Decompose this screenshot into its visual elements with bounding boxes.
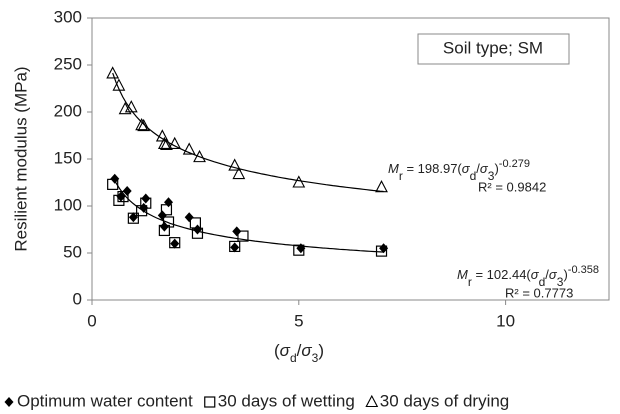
text-part: (	[274, 341, 280, 360]
point	[157, 136, 171, 150]
text-part: σ	[301, 341, 312, 360]
point	[162, 216, 175, 228]
y-tick-label: 300	[54, 7, 82, 26]
legend-label: 30 days of drying	[380, 391, 509, 410]
text-part: 3	[312, 351, 319, 365]
y-tick-label: 150	[54, 148, 82, 167]
point	[113, 194, 125, 206]
text-part: σ	[531, 267, 540, 282]
text-part: M	[457, 267, 468, 282]
point	[232, 166, 246, 180]
point	[128, 212, 138, 223]
text-part: /	[476, 161, 480, 176]
text-part: /	[297, 341, 302, 360]
legend-marker	[365, 394, 379, 408]
text-part: M	[388, 161, 399, 176]
point	[170, 238, 180, 249]
text-part: )	[318, 341, 324, 360]
x-tick-label: 10	[496, 311, 515, 330]
y-tick-label: 100	[54, 195, 82, 214]
y-tick-label: 0	[73, 289, 82, 308]
point	[184, 212, 194, 223]
text-part: σ	[480, 161, 489, 176]
legend-marker	[4, 397, 14, 407]
text-part: )	[494, 161, 498, 176]
y-axis-label: Resilient modulus (MPa)	[11, 66, 30, 251]
x-tick-label: 0	[87, 311, 96, 330]
point	[293, 244, 305, 256]
legend-item: 30 days of wetting	[204, 391, 355, 410]
legend-item: 30 days of drying	[365, 391, 509, 410]
trendline	[112, 72, 384, 193]
point	[160, 137, 173, 150]
point	[160, 204, 173, 216]
trendline	[112, 176, 384, 253]
text-part: = 102.44(	[472, 267, 532, 282]
legend-marker	[204, 396, 216, 408]
text-part: r	[468, 275, 472, 289]
text-part: -0.279	[499, 158, 530, 170]
point	[117, 191, 129, 203]
annotation: Soil type; SM	[443, 38, 543, 57]
y-tick-label: 50	[63, 242, 82, 261]
point	[230, 242, 240, 253]
annotation-box	[417, 33, 570, 65]
point	[137, 118, 151, 132]
point	[168, 136, 182, 150]
trendline-equation: Mr = 198.97(σd/σ3)-0.279	[388, 158, 530, 183]
point	[191, 227, 204, 239]
text-part: d	[290, 351, 297, 365]
point	[140, 197, 152, 209]
legend-item: Optimum water content	[4, 391, 193, 410]
text-part: σ	[280, 341, 291, 360]
x-axis-label: (σd/σ3)	[274, 341, 324, 365]
text-part: d	[470, 169, 477, 183]
text-part: -0.358	[568, 264, 599, 276]
text-part: = 198.97(	[403, 161, 463, 176]
text-part: d	[539, 275, 546, 289]
point	[127, 212, 139, 224]
point	[122, 185, 132, 196]
point	[182, 142, 196, 155]
point	[237, 230, 249, 242]
legend-label: Optimum water content	[17, 391, 193, 410]
point	[193, 149, 206, 163]
text-part: 3	[488, 169, 495, 183]
text-part: 3	[557, 275, 564, 289]
r-squared: R² = 0.7773	[505, 285, 573, 300]
point	[169, 237, 181, 249]
y-tick-label: 200	[54, 101, 82, 120]
r-squared: R² = 0.9842	[478, 179, 546, 194]
text-part: σ	[549, 267, 558, 282]
text-part: σ	[462, 161, 471, 176]
legend-label: 30 days of wetting	[218, 391, 355, 410]
point	[158, 224, 170, 237]
point	[106, 66, 120, 79]
text-part: )	[563, 267, 567, 282]
point	[292, 175, 306, 188]
point	[232, 226, 242, 237]
point	[136, 205, 148, 217]
point	[110, 173, 120, 184]
y-tick-label: 250	[54, 54, 82, 73]
point	[107, 178, 119, 190]
point	[157, 210, 167, 221]
text-part: /	[545, 267, 549, 282]
text-part: r	[399, 169, 403, 183]
trendline-equation: Mr = 102.44(σd/σ3)-0.358	[457, 264, 599, 289]
point	[229, 240, 241, 253]
point	[228, 158, 242, 171]
x-tick-label: 5	[294, 311, 303, 330]
